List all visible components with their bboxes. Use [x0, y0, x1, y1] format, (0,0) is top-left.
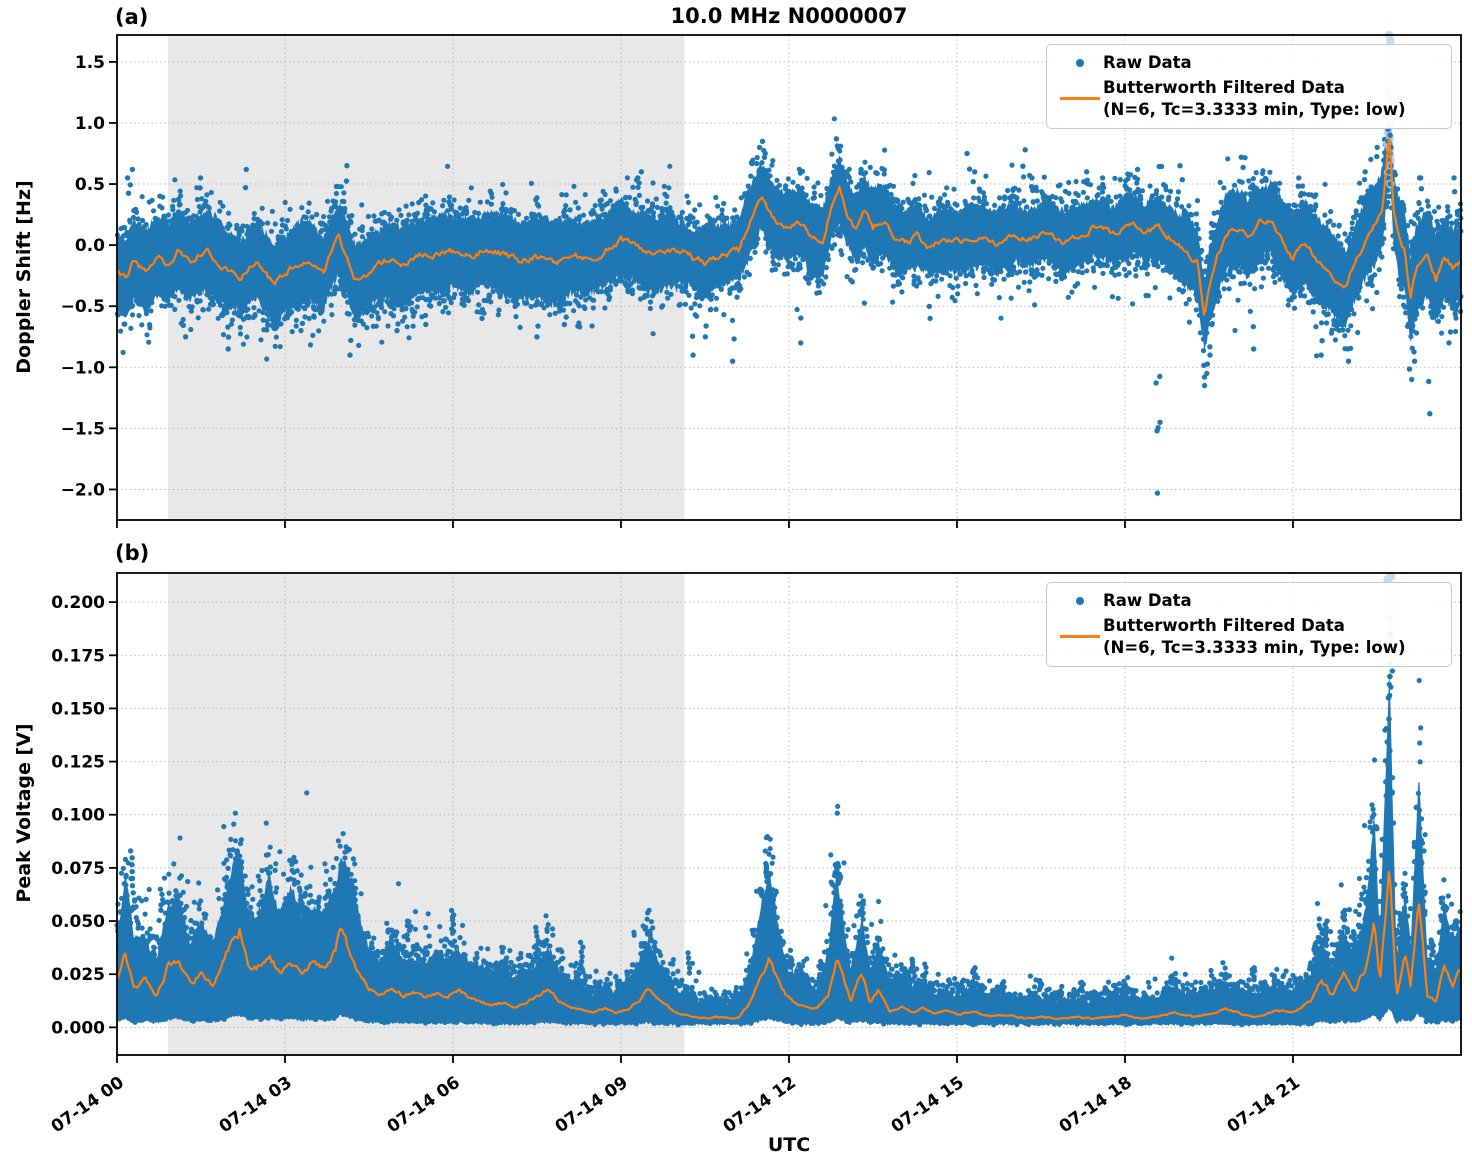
raw-scatter-band [117, 667, 1461, 1027]
y-tick-label: 0.0 [75, 236, 105, 256]
y-tick-label: −1.5 [61, 419, 105, 439]
y-tick-label: 1.0 [75, 114, 105, 134]
panel-b: 0.200 0.175 0.150 0.125 0.100 0.075 0.050 0.025… [48, 572, 1463, 1137]
legend-filtered-entry: Butterworth Filtered Data (N=6, Tc=3.333… [1057, 77, 1439, 121]
raw-scatter-outliers [127, 807, 1460, 991]
raw-data-marker-icon [1057, 596, 1103, 605]
butterworth-filtered-line [116, 137, 1462, 316]
y-tick-label: 0.050 [51, 912, 105, 932]
raw-data-marker-icon [1057, 58, 1103, 67]
legend-filtered-label: Butterworth Filtered Data (N=6, Tc=3.333… [1103, 615, 1406, 657]
panel-b-label: (b) [115, 541, 150, 565]
y-tick-label: 0.125 [51, 753, 105, 773]
y-tick-label: 0.150 [51, 699, 105, 719]
legend-filtered-entry: Butterworth Filtered Data (N=6, Tc=3.333… [1057, 615, 1439, 659]
raw-scatter-band [117, 87, 1461, 352]
raw-scatter-fringe [114, 615, 1463, 1028]
saturated-spike-solid [1385, 631, 1394, 856]
panel-a-ylabel: Doppler Shift [Hz] [13, 180, 35, 374]
chart-title: 10.0 MHz N0000007 [670, 4, 908, 28]
legend-raw-label: Raw Data [1103, 53, 1192, 72]
x-axis-label: UTC [767, 1134, 811, 1156]
x-tick-label: 07-14 18 [1056, 1073, 1136, 1138]
panel-a-legend: Raw Data Butterworth Filtered Data (N=6,… [1046, 44, 1452, 130]
x-tick-label: 07-14 15 [888, 1073, 968, 1138]
legend-raw-label: Raw Data [1103, 591, 1192, 610]
y-tick-label: −0.5 [61, 297, 105, 317]
legend-raw-entry: Raw Data [1057, 52, 1439, 74]
y-tick-label: −1.0 [61, 358, 106, 378]
x-tick-label: 07-14 00 [48, 1073, 128, 1138]
y-tick-label: 0.075 [51, 859, 105, 879]
y-tick-label: 0.000 [51, 1018, 105, 1038]
tick-labels: 1.5 1.0 0.5 0.0 −0.5 −1.0 −1.5 −2.0 [61, 53, 106, 501]
legend-filtered-label: Butterworth Filtered Data (N=6, Tc=3.333… [1103, 77, 1406, 119]
legend-raw-entry: Raw Data [1057, 590, 1439, 612]
x-tick-label: 07-14 09 [552, 1073, 632, 1138]
y-tick-label: 0.5 [75, 175, 105, 195]
butterworth-filtered-line [115, 870, 1462, 1021]
raw-scatter-outliers [124, 136, 1458, 496]
y-tick-label: 0.175 [51, 646, 105, 666]
y-tick-label: −2.0 [61, 480, 106, 500]
y-tick-label: 0.200 [51, 593, 105, 613]
x-tick-label: 07-14 03 [216, 1073, 296, 1138]
tick-marks [109, 60, 1294, 528]
raw-scatter-fringe [114, 88, 1464, 368]
panel-b-ylabel: Peak Voltage [V] [13, 723, 35, 903]
y-tick-label: 1.5 [75, 53, 105, 73]
x-tick-label: 07-14 21 [1224, 1073, 1304, 1138]
y-tick-label: 0.100 [51, 806, 105, 826]
x-tick-label: 07-14 12 [720, 1073, 800, 1138]
y-tick-label: 0.025 [51, 965, 105, 985]
filtered-line-marker-icon [1057, 634, 1103, 639]
panel-b-legend: Raw Data Butterworth Filtered Data (N=6,… [1046, 582, 1452, 668]
panel-a-label: (a) [115, 5, 149, 29]
filtered-line-marker-icon [1057, 96, 1103, 101]
x-tick-label: 07-14 06 [384, 1073, 464, 1138]
panel-a: 1.5 1.0 0.5 0.0 −0.5 −1.0 −1.5 −2.0 [61, 30, 1464, 528]
tick-marks [109, 601, 1294, 1063]
